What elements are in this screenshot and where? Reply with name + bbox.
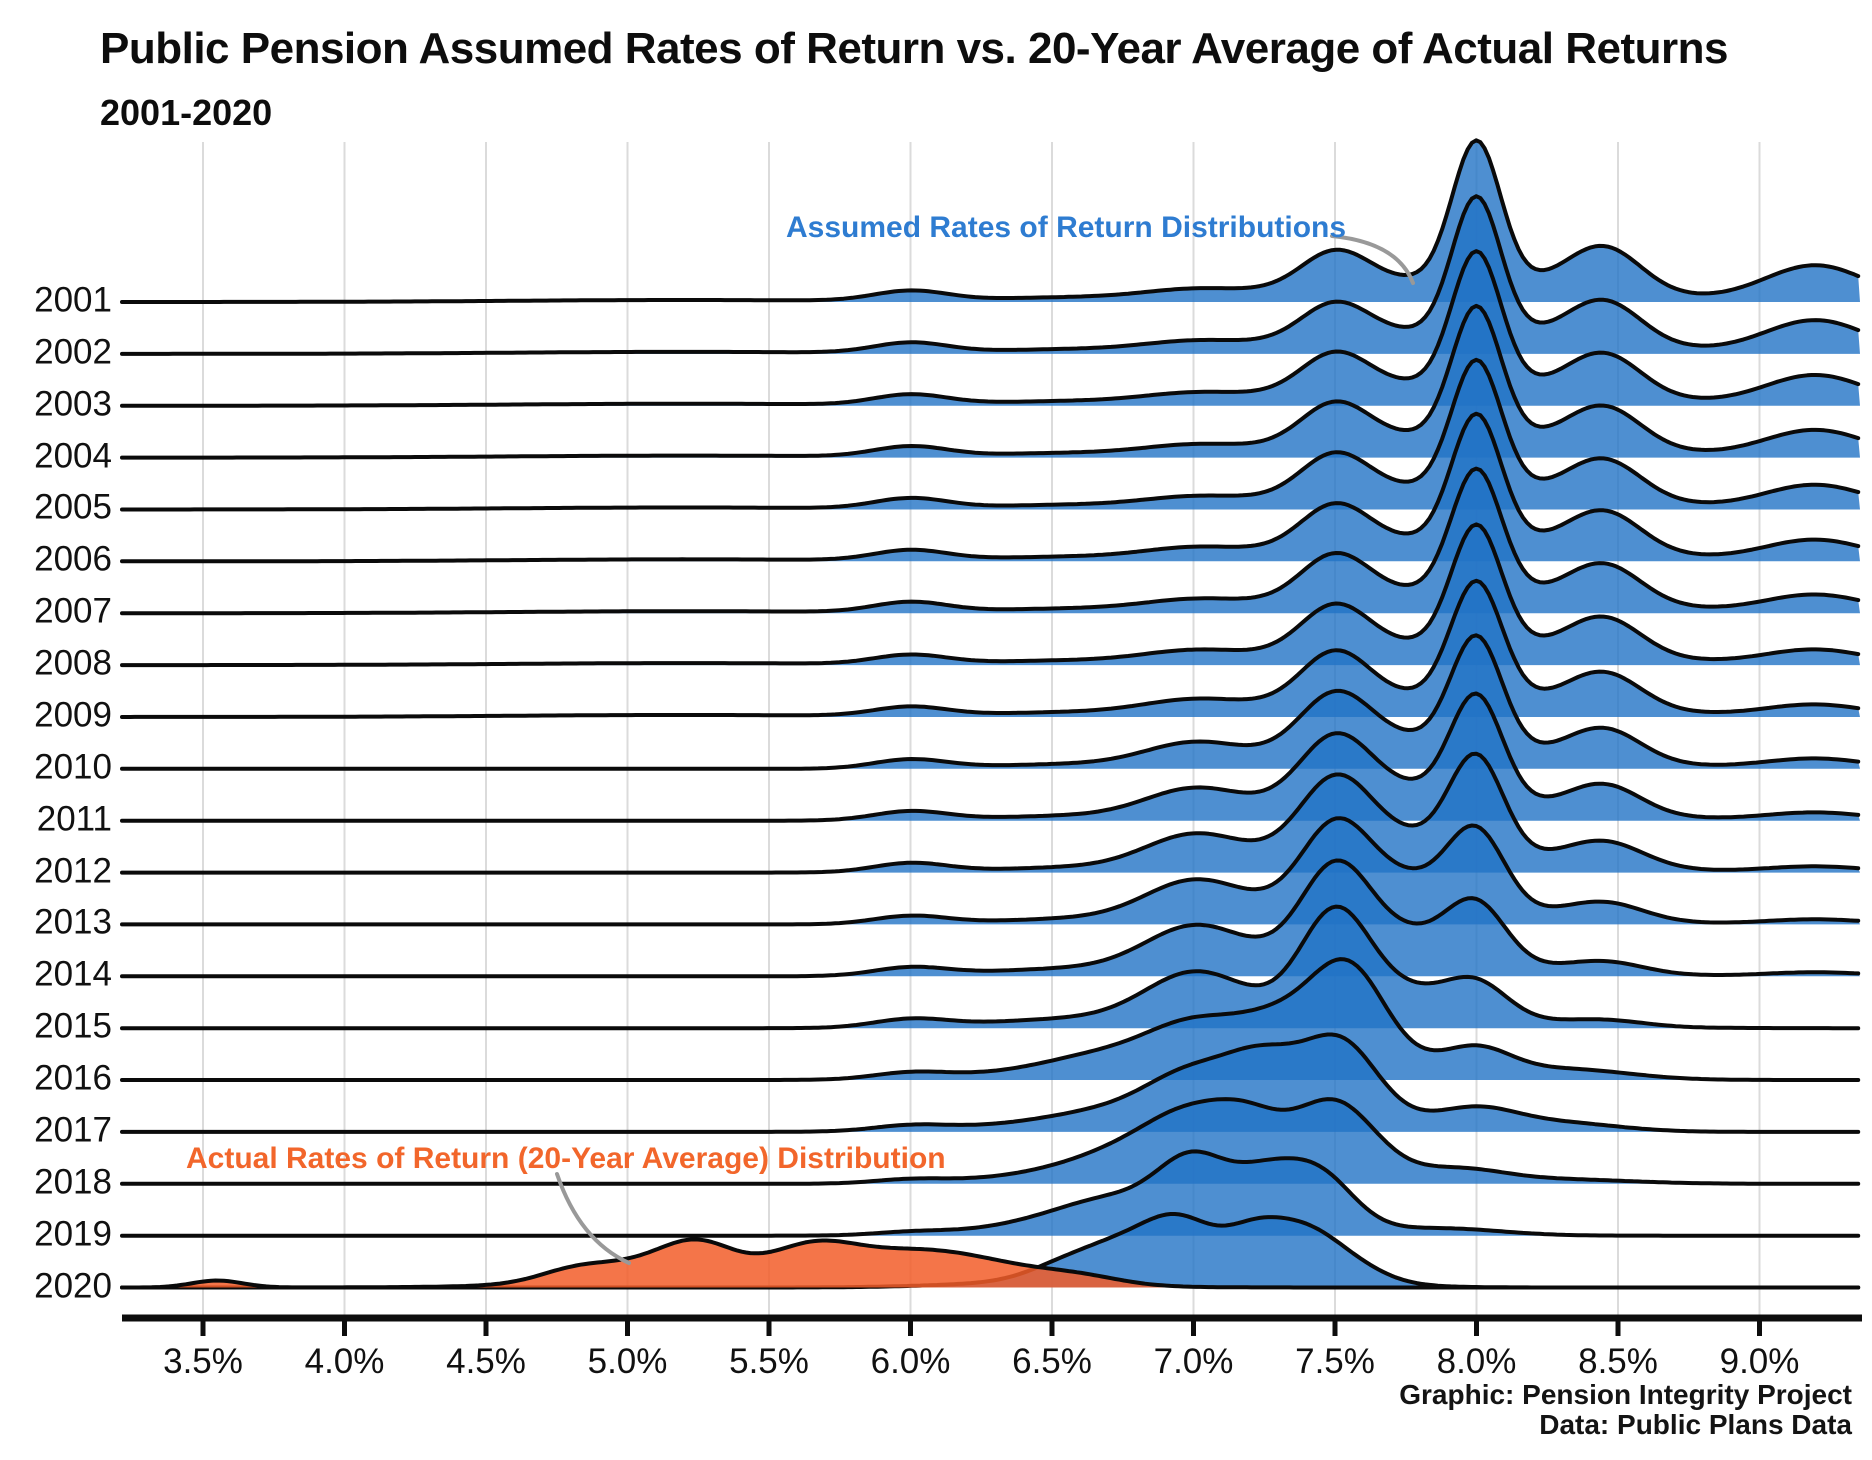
ridge-assumed-2019-curve	[120, 1149, 1861, 1238]
rate-label-8.0%: 8.0%	[1436, 1342, 1517, 1381]
x-axis	[122, 1314, 1862, 1336]
year-label-2007: 2007	[34, 591, 112, 631]
ridge-assumed-2014-curve	[120, 858, 1861, 979]
year-label-2008: 2008	[34, 643, 112, 683]
ridge-assumed-2006-curve	[120, 411, 1861, 564]
assumed-rates-annotation: Assumed Rates of Return Distributions	[786, 211, 1347, 244]
year-label-2016: 2016	[34, 1058, 112, 1098]
ridge-assumed-2017-fill	[122, 1034, 1860, 1132]
ridge-assumed-2018-curve	[120, 1097, 1861, 1186]
ridge-assumed-2009-curve	[120, 578, 1861, 719]
year-label-2003: 2003	[34, 384, 112, 424]
year-label-2004: 2004	[34, 436, 112, 476]
rate-label-4.5%: 4.5%	[446, 1342, 526, 1381]
source-credit: Graphic: Pension Integrity Project Data:…	[1399, 1380, 1852, 1440]
ridge-assumed-2015-fill	[122, 906, 1860, 1029]
ridge-assumed-2004-curve	[120, 303, 1861, 460]
ridge-assumed-2010-curve	[120, 633, 1861, 771]
year-label-2010: 2010	[34, 747, 112, 787]
assumed-annotation-pointer-line	[1330, 234, 1415, 285]
rate-label-4.0%: 4.0%	[304, 1342, 385, 1381]
year-label-2005: 2005	[34, 487, 112, 527]
year-label-2001: 2001	[34, 280, 112, 320]
ridge-assumed-2007-curve	[120, 466, 1861, 616]
rate-label-9.0%: 9.0%	[1719, 1342, 1800, 1381]
chart-title: Public Pension Assumed Rates of Return v…	[100, 24, 1728, 73]
ridge-assumed-2014-fill	[122, 860, 1860, 977]
ridge-assumed-2011-fill	[122, 693, 1860, 821]
year-label-2017: 2017	[34, 1110, 112, 1150]
ridge-assumed-2013-fill	[122, 818, 1860, 925]
year-label-2009: 2009	[34, 695, 112, 735]
year-label-2013: 2013	[34, 902, 112, 942]
year-label-2011: 2011	[36, 799, 112, 839]
ridge-assumed-2011-curve	[120, 691, 1861, 823]
year-label-2014: 2014	[34, 954, 112, 994]
density-ridges	[120, 138, 1861, 1290]
credit-data-line: Data: Public Plans Data	[1539, 1409, 1852, 1440]
ridge-assumed-2015-curve	[120, 904, 1861, 1031]
rate-label-7.0%: 7.0%	[1153, 1342, 1234, 1381]
ridge-assumed-2012-fill	[122, 753, 1860, 873]
ridge-assumed-2002-curve	[120, 194, 1861, 356]
rate-label-7.5%: 7.5%	[1295, 1342, 1375, 1381]
year-label-2002: 2002	[34, 332, 112, 372]
actual-rates-annotation: Actual Rates of Return (20-Year Average)…	[186, 1142, 946, 1175]
year-label-2020: 2020	[34, 1265, 112, 1305]
ridge-assumed-2003-curve	[120, 249, 1861, 408]
rate-label-5.5%: 5.5%	[729, 1342, 809, 1381]
ridge-assumed-2008-curve	[120, 522, 1861, 668]
rate-label-6.5%: 6.5%	[1012, 1342, 1092, 1381]
rate-label-5.0%: 5.0%	[587, 1342, 668, 1381]
year-label-2015: 2015	[34, 1006, 112, 1046]
rate-label-6.0%: 6.0%	[870, 1342, 951, 1381]
year-label-2006: 2006	[34, 539, 112, 579]
credit-graphic-line: Graphic: Pension Integrity Project	[1399, 1379, 1852, 1410]
year-label-2019: 2019	[34, 1214, 112, 1254]
ridge-assumed-2010-fill	[122, 635, 1860, 769]
ridge-assumed-2016-curve	[120, 957, 1861, 1082]
ridge-assumed-2009-fill	[122, 580, 1860, 717]
ridge-assumed-2012-curve	[120, 751, 1861, 875]
ridge-assumed-2001-curve	[120, 138, 1861, 304]
ridge-assumed-2013-curve	[120, 816, 1861, 927]
rate-label-3.5%: 3.5%	[163, 1342, 243, 1381]
chart-subtitle: 2001-2020	[100, 92, 273, 133]
ridge-assumed-2017-curve	[120, 1032, 1861, 1134]
rate-label-8.5%: 8.5%	[1578, 1342, 1658, 1381]
ridge-assumed-2005-curve	[120, 357, 1861, 512]
ridge-actual-2020-fill	[122, 1239, 1860, 1288]
year-label-2012: 2012	[34, 850, 112, 890]
actual-annotation-pointer-line	[555, 1172, 631, 1265]
year-label-2018: 2018	[34, 1162, 112, 1202]
ridge-actual-2020-curve	[120, 1237, 1861, 1290]
